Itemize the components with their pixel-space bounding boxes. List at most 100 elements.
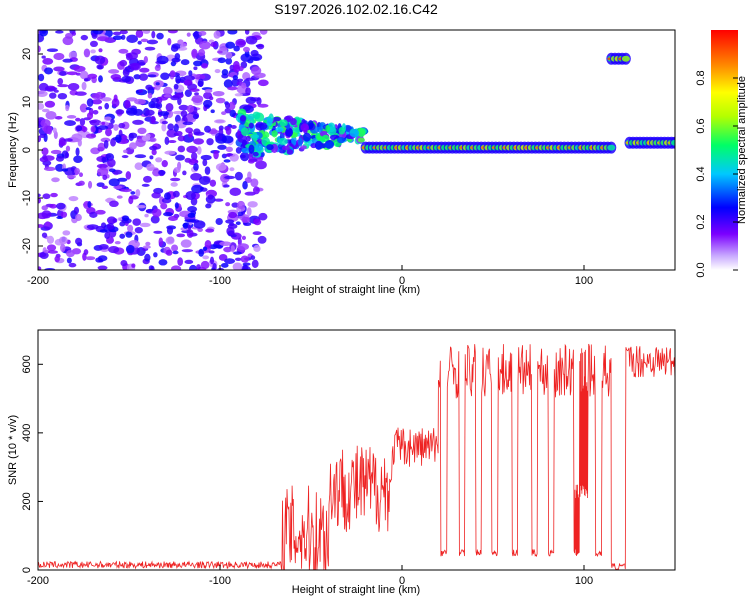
spectrogram-cell	[121, 75, 132, 83]
spectrogram-cell	[279, 119, 288, 127]
spectrogram-cell	[307, 120, 314, 130]
spectrogram-cell	[49, 203, 57, 209]
spectrogram-cell	[253, 244, 261, 253]
spectrogram-cell	[237, 40, 246, 46]
spectrogram-cell	[196, 146, 202, 155]
spectrogram-cell	[142, 30, 151, 34]
spectrogram-cell	[118, 48, 129, 54]
spectrogram-cell	[193, 138, 205, 145]
spectrogram-cell	[137, 40, 142, 45]
spectrogram-cell	[149, 137, 157, 143]
spectrogram-cell	[44, 67, 54, 75]
spectrogram-cell	[203, 99, 213, 108]
figure-title: S197.2026.102.02.16.C42	[274, 1, 438, 17]
spectrogram-cell	[202, 159, 208, 167]
spectrogram-cell	[208, 39, 215, 43]
spectrogram-cell	[219, 241, 232, 247]
spectrogram-cell	[187, 206, 198, 213]
spectrogram-cell	[229, 167, 235, 172]
y-tick-label: -20	[21, 238, 33, 254]
spectrogram-cell	[151, 30, 156, 39]
spectrogram-cell	[53, 66, 65, 72]
spectrogram-cell	[128, 142, 137, 150]
spectrogram-cell	[106, 216, 117, 225]
spectrogram-cell	[83, 78, 89, 82]
spectrogram-cell	[125, 52, 132, 58]
spectrogram-cell	[245, 96, 257, 104]
spectrogram-cell	[86, 112, 94, 120]
spectrogram-cell	[110, 118, 115, 124]
spectrogram-cell	[86, 224, 99, 230]
spectrogram-cell	[73, 65, 86, 73]
spectrogram-cell	[199, 175, 211, 185]
spectrogram-cell	[225, 41, 236, 49]
spectrogram-cell	[119, 233, 126, 239]
spectrogram-cell	[207, 194, 214, 200]
spectrogram-cell	[101, 185, 109, 190]
spectrogram-cell	[259, 122, 268, 130]
spectrogram-cell	[63, 138, 73, 142]
spectrogram-cell	[151, 192, 161, 199]
spectrogram-cell	[44, 221, 51, 227]
spectrogram-cell	[128, 132, 138, 139]
spectrogram-cell	[98, 75, 103, 83]
spectrogram-cell	[290, 118, 297, 126]
spectrogram-cell	[220, 262, 229, 268]
snr-panel: -200 -100 0 100 0 200 400 600 Height of straig…	[7, 329, 676, 596]
spectrogram-cell	[182, 222, 188, 229]
spectrogram-cell	[47, 250, 59, 254]
spectrogram-cell	[193, 73, 206, 80]
spectrogram-cell	[199, 40, 211, 50]
spectrogram-cell	[300, 123, 310, 132]
spectrogram-cell	[233, 45, 240, 52]
spectrogram-cell	[150, 97, 160, 103]
spectrogram-cell	[158, 259, 168, 266]
spectrogram-cell	[66, 174, 76, 179]
spectrogram-cell	[42, 57, 54, 65]
spectrogram-cell	[158, 196, 165, 205]
spectrogram-cell	[243, 46, 250, 53]
spectrogram-cell	[87, 180, 93, 189]
spectrogram-cell	[81, 81, 87, 91]
spectrogram-cell	[138, 73, 149, 81]
spectrogram-cell	[204, 88, 213, 93]
spectrogram-cell	[217, 50, 223, 54]
spectrogram-cell	[79, 70, 89, 80]
spectrogram-cell	[174, 202, 179, 209]
x-tick-label: -100	[209, 275, 231, 287]
spectrogram-cell	[143, 55, 148, 64]
spectrogram-cell	[257, 79, 269, 87]
spectrogram-cell	[62, 58, 73, 63]
spectrogram-cell	[73, 155, 83, 164]
spectrogram-cell	[113, 124, 119, 131]
spectrogram-cell	[89, 40, 98, 48]
spectrogram-cell	[244, 30, 250, 35]
spectrogram-cell	[175, 131, 183, 137]
spectrogram-cell	[213, 150, 219, 160]
spectrogram-cell	[246, 207, 252, 217]
spectrogram-cell	[83, 48, 91, 58]
spectrogram-cell	[126, 97, 138, 102]
spectrogram-cell	[212, 262, 217, 270]
spectrogram-cell	[142, 245, 151, 249]
x-tick-label: 0	[399, 575, 405, 587]
spectrogram-cell	[150, 102, 161, 109]
spectrogram-cell	[170, 45, 179, 52]
spectrogram-cell	[234, 171, 243, 181]
spectrogram-cell	[120, 188, 132, 193]
spectrogram-cell	[189, 264, 198, 270]
spectrogram-cell	[266, 117, 273, 127]
spectrogram-cell	[125, 244, 135, 254]
spectrogram-cell	[154, 64, 161, 72]
spectrogram-cell	[191, 48, 198, 58]
spectrogram-cell	[177, 257, 184, 266]
spectrogram-cell	[249, 56, 260, 61]
spectrogram-cell	[215, 97, 226, 104]
spectrogram-cell	[191, 152, 198, 161]
spectrogram-cell	[41, 205, 48, 211]
spectrogram-cell	[43, 166, 56, 172]
spectrogram-cell	[191, 184, 204, 194]
spectrogram-cell	[68, 195, 79, 202]
spectrogram-x-label: Height of straight line (km)	[292, 284, 420, 296]
spectrogram-cell	[167, 216, 178, 222]
